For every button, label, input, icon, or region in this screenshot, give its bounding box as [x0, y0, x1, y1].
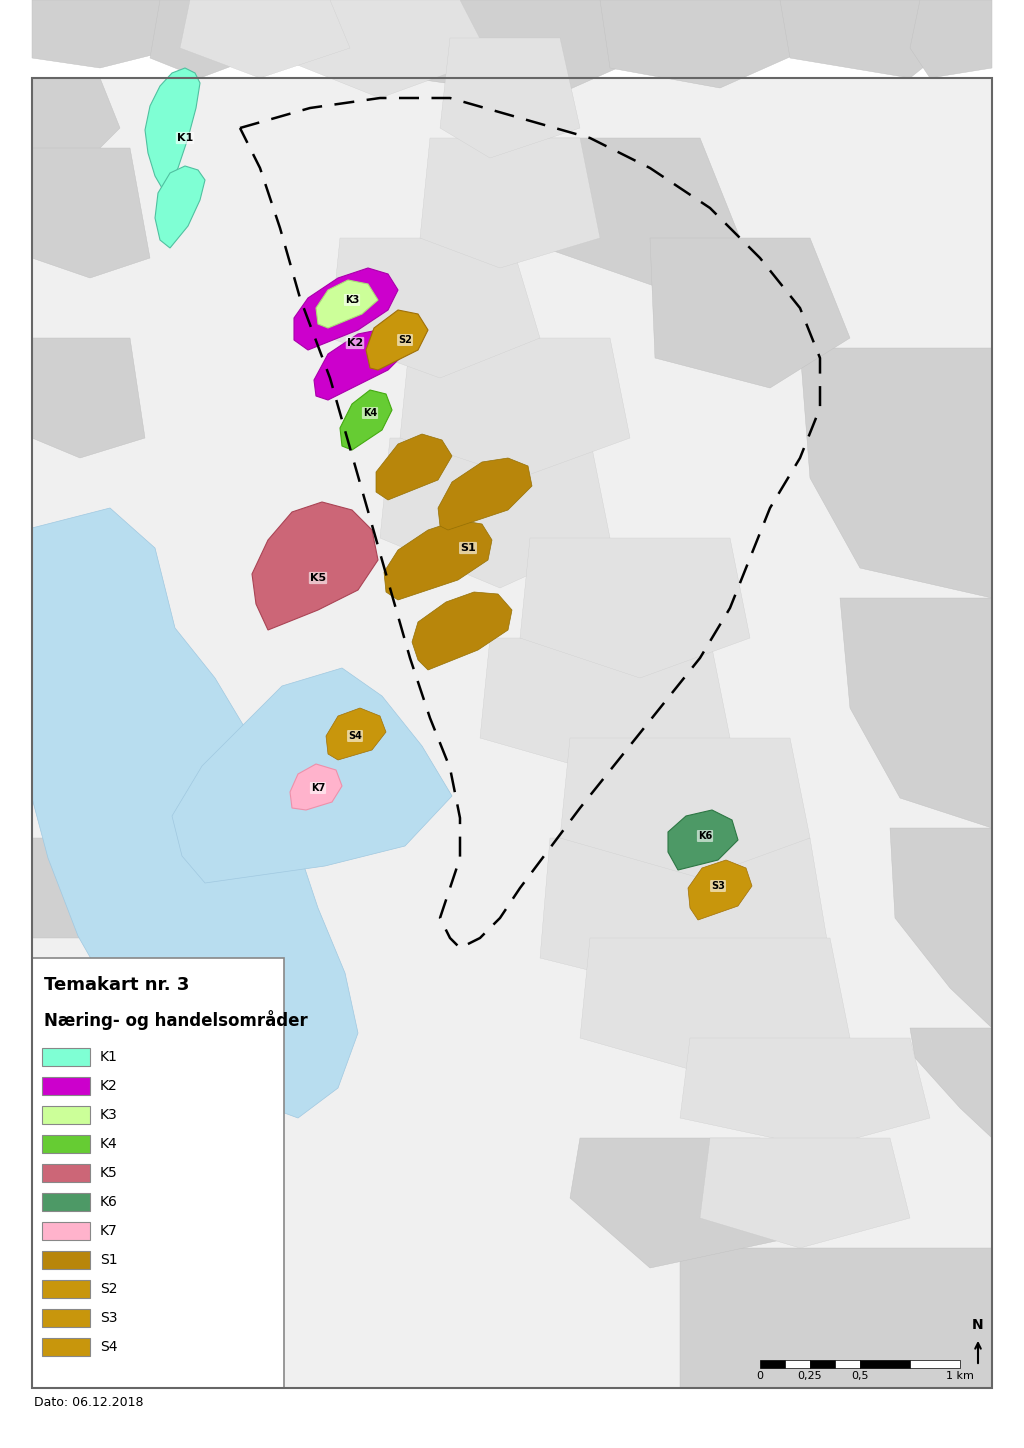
Bar — [42, 1193, 90, 1211]
Text: 0,5: 0,5 — [851, 1371, 868, 1381]
Text: Dato: 06.12.2018: Dato: 06.12.2018 — [34, 1396, 143, 1409]
Polygon shape — [412, 592, 512, 670]
Polygon shape — [314, 329, 408, 400]
Text: 0,25: 0,25 — [798, 1371, 822, 1381]
Text: Næring- og handelsområder: Næring- og handelsområder — [44, 1011, 308, 1030]
Polygon shape — [32, 508, 358, 1118]
Text: S2: S2 — [398, 334, 412, 345]
Text: K3: K3 — [345, 295, 359, 306]
Polygon shape — [32, 337, 145, 458]
Text: K6: K6 — [698, 831, 712, 841]
Text: 0: 0 — [757, 1371, 764, 1381]
Polygon shape — [366, 310, 428, 371]
Bar — [910, 1360, 961, 1368]
Bar — [860, 1360, 910, 1368]
Polygon shape — [32, 838, 85, 938]
Text: K2: K2 — [347, 337, 364, 348]
Bar — [810, 1360, 835, 1368]
Text: 1 km: 1 km — [946, 1371, 974, 1381]
Bar — [835, 1360, 860, 1368]
Bar — [42, 1106, 90, 1124]
Polygon shape — [700, 1138, 910, 1248]
Polygon shape — [540, 838, 830, 998]
Text: K2: K2 — [100, 1079, 118, 1093]
Polygon shape — [680, 1248, 992, 1389]
Polygon shape — [330, 237, 540, 378]
Text: S3: S3 — [100, 1310, 118, 1325]
Bar — [42, 1251, 90, 1268]
Text: K1: K1 — [177, 133, 194, 143]
Polygon shape — [290, 765, 342, 809]
Text: K6: K6 — [100, 1195, 118, 1209]
Polygon shape — [668, 809, 738, 870]
Polygon shape — [840, 598, 992, 828]
Text: S3: S3 — [711, 880, 725, 891]
Polygon shape — [280, 0, 490, 98]
Polygon shape — [560, 738, 810, 877]
Polygon shape — [294, 268, 398, 350]
Text: S1: S1 — [100, 1253, 118, 1267]
Polygon shape — [600, 0, 810, 88]
Bar — [42, 1222, 90, 1239]
Polygon shape — [400, 337, 630, 478]
Bar — [42, 1077, 90, 1095]
Polygon shape — [420, 138, 600, 268]
Bar — [32, 959, 284, 1389]
Text: K1: K1 — [100, 1050, 118, 1064]
Text: S1: S1 — [460, 543, 476, 553]
Text: Temakart nr. 3: Temakart nr. 3 — [44, 976, 189, 993]
Text: K4: K4 — [362, 408, 377, 418]
Polygon shape — [400, 0, 640, 98]
Polygon shape — [890, 828, 992, 1028]
Polygon shape — [376, 434, 452, 500]
Bar — [760, 1360, 785, 1368]
Polygon shape — [145, 68, 200, 188]
Polygon shape — [910, 1028, 992, 1138]
Text: K5: K5 — [100, 1166, 118, 1180]
Bar — [42, 1135, 90, 1153]
Text: K7: K7 — [100, 1224, 118, 1238]
Polygon shape — [32, 639, 100, 757]
Polygon shape — [440, 38, 580, 158]
Polygon shape — [438, 458, 532, 530]
Polygon shape — [252, 502, 378, 630]
Polygon shape — [326, 708, 386, 760]
Text: N: N — [972, 1318, 984, 1332]
Polygon shape — [32, 148, 150, 278]
Polygon shape — [540, 138, 740, 288]
Polygon shape — [340, 390, 392, 450]
Polygon shape — [570, 1138, 790, 1268]
Polygon shape — [520, 539, 750, 678]
Polygon shape — [180, 0, 350, 78]
Polygon shape — [910, 0, 992, 78]
Bar — [42, 1338, 90, 1355]
Polygon shape — [780, 0, 961, 78]
Polygon shape — [155, 167, 205, 248]
Polygon shape — [580, 938, 850, 1077]
Bar — [42, 1048, 90, 1066]
Text: K3: K3 — [100, 1108, 118, 1122]
Polygon shape — [172, 668, 452, 883]
Text: S4: S4 — [348, 731, 361, 741]
Polygon shape — [480, 639, 730, 778]
Polygon shape — [380, 437, 610, 588]
Bar — [42, 1280, 90, 1297]
Polygon shape — [800, 348, 992, 598]
Text: S4: S4 — [100, 1339, 118, 1354]
Polygon shape — [384, 520, 492, 599]
Bar — [42, 1309, 90, 1326]
Polygon shape — [150, 0, 280, 78]
Bar — [42, 1164, 90, 1182]
Bar — [785, 1360, 810, 1368]
Polygon shape — [316, 279, 378, 329]
Polygon shape — [688, 860, 752, 919]
Text: K7: K7 — [311, 783, 326, 794]
Polygon shape — [680, 1038, 930, 1148]
Polygon shape — [32, 78, 120, 168]
Polygon shape — [650, 237, 850, 388]
Polygon shape — [32, 0, 180, 68]
Text: S2: S2 — [100, 1281, 118, 1296]
Text: K4: K4 — [100, 1137, 118, 1151]
Text: K5: K5 — [310, 573, 326, 584]
